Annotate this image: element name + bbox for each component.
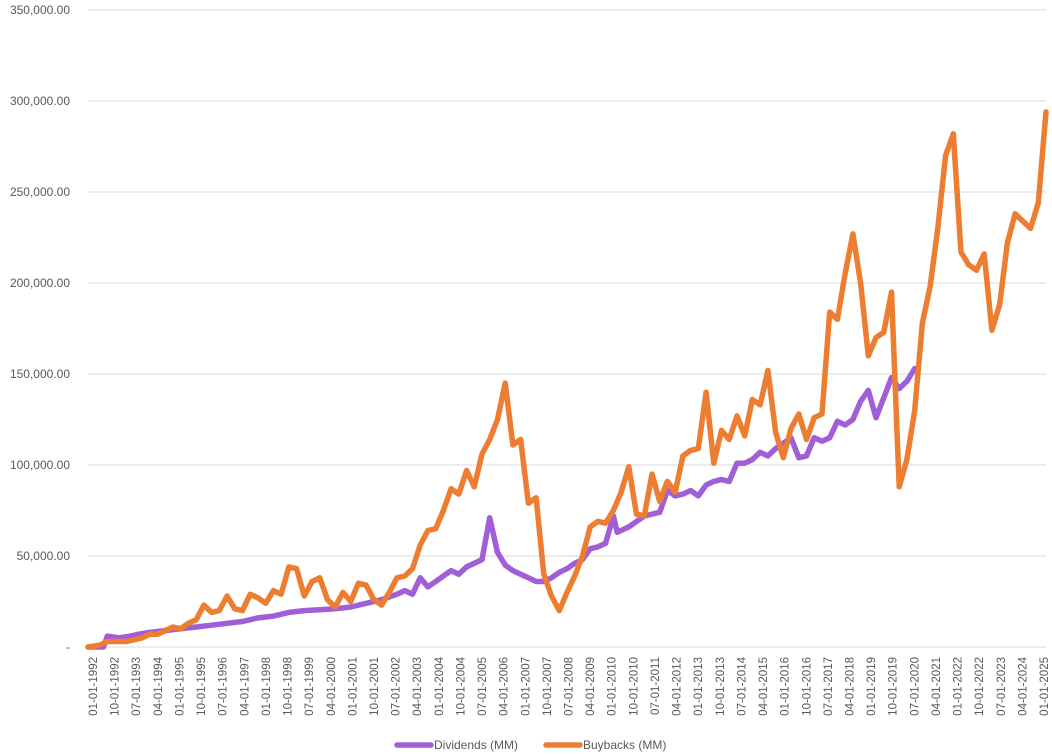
y-tick-label: -: [66, 640, 70, 654]
y-tick-label: 300,000.00: [10, 94, 70, 108]
y-tick-label: 250,000.00: [10, 185, 70, 199]
x-tick-label: 07-01-1999: [304, 657, 316, 716]
x-tick-label: 07-01-2014: [736, 656, 748, 715]
x-tick-label: 07-01-1996: [218, 657, 230, 716]
x-tick-label: 07-01-1993: [131, 657, 143, 716]
x-tick-label: 04-01-2000: [326, 657, 338, 716]
x-tick-label: 07-01-2020: [909, 657, 921, 716]
x-tick-label: 04-01-2003: [412, 657, 424, 716]
x-tick-label: 01-01-1995: [174, 657, 186, 716]
x-tick-label: 07-01-2008: [564, 657, 576, 716]
x-tick-label: 01-01-2004: [434, 656, 446, 715]
x-tick-label: 04-01-2015: [758, 657, 770, 716]
x-tick-label: 01-01-2010: [607, 657, 619, 716]
y-tick-label: 150,000.00: [10, 367, 70, 381]
x-tick-label: 07-01-2005: [477, 657, 489, 716]
x-tick-label: 04-01-2021: [931, 657, 943, 716]
x-tick-label: 07-01-2011: [650, 657, 662, 715]
x-tick-label: 10-01-2010: [628, 657, 640, 716]
x-tick-label: 10-01-2016: [801, 657, 813, 716]
x-tick-label: 04-01-2024: [1017, 656, 1029, 715]
x-tick-label: 01-01-2016: [780, 657, 792, 716]
x-tick-label: 10-01-2001: [369, 657, 381, 716]
x-tick-label: 01-01-2001: [347, 657, 359, 716]
x-tick-label: 04-01-1994: [153, 656, 165, 715]
x-tick-label: 10-01-2007: [542, 657, 554, 716]
x-tick-label: 07-01-2023: [996, 657, 1008, 716]
x-tick-label: 04-01-2006: [499, 657, 511, 716]
y-tick-label: 200,000.00: [10, 276, 70, 290]
x-tick-label: 01-01-2025: [1039, 657, 1051, 716]
x-tick-label: 10-01-1998: [283, 657, 295, 716]
x-tick-label: 01-01-2013: [693, 657, 705, 716]
y-tick-label: 350,000.00: [10, 3, 70, 17]
x-axis-ticks: 01-01-1992 10-01-1992 07-01-1993 04-01-1994…: [88, 656, 1051, 715]
x-tick-label: 04-01-2012: [672, 657, 684, 716]
x-tick-label: 01-01-2019: [866, 657, 878, 716]
x-tick-label: 07-01-2017: [823, 657, 835, 716]
x-tick-label: 01-01-2007: [520, 657, 532, 716]
series-lines: [85, 109, 1049, 650]
legend-label: Buybacks (MM): [583, 738, 666, 752]
legend-label: Dividends (MM): [434, 738, 518, 752]
y-axis-ticks: - 50,000.00 100,000.00 150,000.00 200,000.00…: [10, 3, 70, 654]
x-tick-label: 01-01-1998: [261, 657, 273, 716]
x-tick-label: 10-01-1992: [110, 657, 122, 716]
x-tick-label: 04-01-1997: [239, 657, 251, 716]
legend: Dividends (MM) Buybacks (MM): [394, 738, 666, 752]
x-tick-label: 10-01-2013: [715, 657, 727, 716]
x-tick-label: 01-01-1992: [88, 657, 100, 716]
x-tick-label: 07-01-2002: [391, 657, 403, 716]
x-tick-label: 01-01-2022: [953, 657, 965, 716]
series-line-buybacks: [85, 109, 1049, 650]
series-line-dividends: [85, 365, 918, 650]
x-tick-label: 10-01-2022: [974, 657, 986, 716]
x-tick-label: 04-01-2018: [844, 657, 856, 716]
y-tick-label: 100,000.00: [10, 458, 70, 472]
x-tick-label: 10-01-2019: [888, 657, 900, 716]
y-tick-label: 50,000.00: [17, 549, 71, 563]
x-tick-label: 10-01-1995: [196, 657, 208, 716]
x-tick-label: 04-01-2009: [585, 657, 597, 716]
x-tick-label: 10-01-2004: [455, 656, 467, 715]
gridlines: [88, 9, 1046, 648]
